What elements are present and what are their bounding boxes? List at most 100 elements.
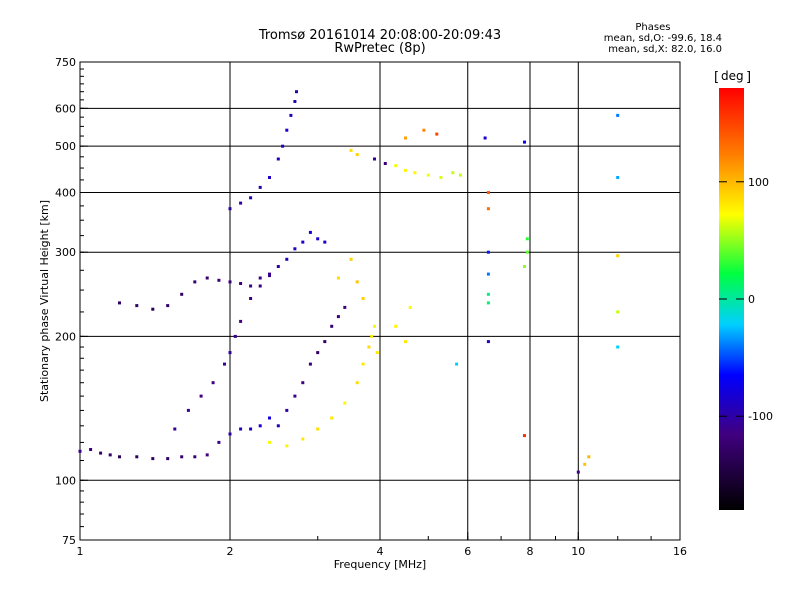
echo-point bbox=[583, 462, 587, 466]
echo-point bbox=[486, 207, 490, 211]
echo-point bbox=[211, 381, 215, 385]
echo-point bbox=[180, 455, 184, 459]
echo-point bbox=[486, 292, 490, 296]
echo-point bbox=[404, 340, 407, 344]
echo-point bbox=[616, 113, 620, 117]
echo-point bbox=[323, 340, 327, 344]
echo-point bbox=[361, 297, 365, 300]
echo-point bbox=[383, 162, 387, 165]
echo-point bbox=[293, 394, 297, 398]
echo-point bbox=[258, 185, 262, 189]
echo-point bbox=[375, 351, 379, 355]
echo-point bbox=[426, 173, 430, 177]
echo-point bbox=[486, 250, 490, 254]
echo-point bbox=[228, 351, 232, 355]
echo-point bbox=[268, 272, 271, 276]
echo-point bbox=[239, 201, 243, 205]
echo-point bbox=[355, 381, 359, 385]
echo-point bbox=[616, 176, 620, 179]
echo-point bbox=[258, 424, 262, 428]
echo-point bbox=[276, 424, 280, 428]
echo-trace-3 bbox=[118, 272, 271, 311]
echo-point bbox=[301, 240, 305, 244]
echo-trace-9 bbox=[404, 113, 620, 474]
echo-point bbox=[330, 324, 334, 328]
x-tick-label: 4 bbox=[377, 545, 384, 558]
echo-point bbox=[217, 278, 221, 282]
y-tick-label: 500 bbox=[55, 140, 76, 153]
echo-point bbox=[239, 282, 243, 285]
echo-trace-2 bbox=[173, 230, 327, 431]
phases-x-stats: mean, sd,X: 82.0, 16.0 bbox=[608, 44, 722, 55]
echo-point bbox=[289, 113, 293, 117]
echo-point bbox=[525, 250, 529, 254]
colorbar-bracket-left: [ bbox=[714, 70, 719, 85]
echo-point bbox=[316, 427, 320, 431]
x-tick-label: 8 bbox=[527, 545, 534, 558]
echo-point bbox=[349, 148, 353, 152]
echo-point bbox=[228, 207, 232, 211]
echo-point bbox=[285, 128, 289, 132]
colorbar-tick-label: 100 bbox=[748, 176, 769, 189]
echo-point bbox=[205, 276, 209, 280]
echo-point bbox=[173, 427, 177, 431]
echo-point bbox=[576, 470, 580, 474]
echo-point bbox=[370, 334, 374, 338]
echo-point bbox=[217, 440, 221, 444]
echo-point bbox=[258, 276, 262, 280]
echo-point bbox=[281, 144, 285, 148]
echo-point bbox=[89, 448, 93, 451]
echo-point bbox=[249, 196, 253, 200]
grid-lines bbox=[80, 62, 680, 540]
chart-subtitle: RwPretec (8p) bbox=[334, 41, 426, 56]
phases-summary: Phases mean, sd,O: -99.6, 18.4 mean, sd,… bbox=[604, 22, 722, 55]
echo-point bbox=[135, 304, 139, 308]
echo-point bbox=[276, 157, 280, 161]
echo-point bbox=[293, 247, 297, 251]
echo-point bbox=[151, 307, 155, 311]
echo-point bbox=[135, 455, 139, 459]
echo-point bbox=[228, 432, 232, 436]
y-tick-label: 300 bbox=[55, 246, 76, 259]
echo-point bbox=[458, 173, 462, 177]
echo-point bbox=[301, 437, 305, 441]
echo-point bbox=[486, 272, 490, 276]
y-tick-label: 200 bbox=[55, 330, 76, 343]
echo-point bbox=[78, 449, 82, 453]
echo-trace-7 bbox=[336, 257, 412, 344]
echo-point bbox=[258, 284, 262, 288]
echo-trace-5 bbox=[276, 305, 347, 428]
echo-point bbox=[249, 284, 253, 288]
y-axis-label: Stationary phase Virtual Height [km] bbox=[38, 200, 51, 402]
colorbar-ticks: 100 0 -100 bbox=[719, 176, 773, 423]
echo-point bbox=[285, 408, 289, 412]
echo-point bbox=[587, 455, 591, 459]
echo-point bbox=[285, 444, 289, 448]
echo-point bbox=[343, 401, 347, 405]
echo-point bbox=[233, 334, 237, 338]
echo-point bbox=[323, 240, 327, 244]
echo-point bbox=[373, 157, 376, 161]
echo-point bbox=[355, 153, 359, 157]
echo-point bbox=[228, 280, 232, 284]
echo-point bbox=[483, 136, 487, 140]
echo-point bbox=[404, 136, 407, 140]
echo-point bbox=[268, 176, 271, 179]
echo-point bbox=[166, 457, 170, 461]
echo-point bbox=[268, 416, 271, 420]
x-tick-label: 2 bbox=[227, 545, 234, 558]
echo-point bbox=[367, 345, 371, 349]
y-tick-label: 400 bbox=[55, 186, 76, 199]
echo-point bbox=[276, 265, 280, 268]
colorbar-bracket-right: ] bbox=[746, 70, 751, 85]
x-tick-label: 1 bbox=[77, 545, 84, 558]
echo-point bbox=[523, 140, 526, 144]
colorbar-tick-label: 0 bbox=[748, 293, 755, 306]
echo-point bbox=[151, 457, 155, 461]
echo-point bbox=[616, 345, 620, 349]
chart-title: Tromsø 20161014 20:08:00-20:09:43 bbox=[258, 28, 502, 43]
echo-point bbox=[285, 257, 289, 261]
echo-point bbox=[308, 362, 312, 366]
echo-point bbox=[199, 394, 203, 398]
